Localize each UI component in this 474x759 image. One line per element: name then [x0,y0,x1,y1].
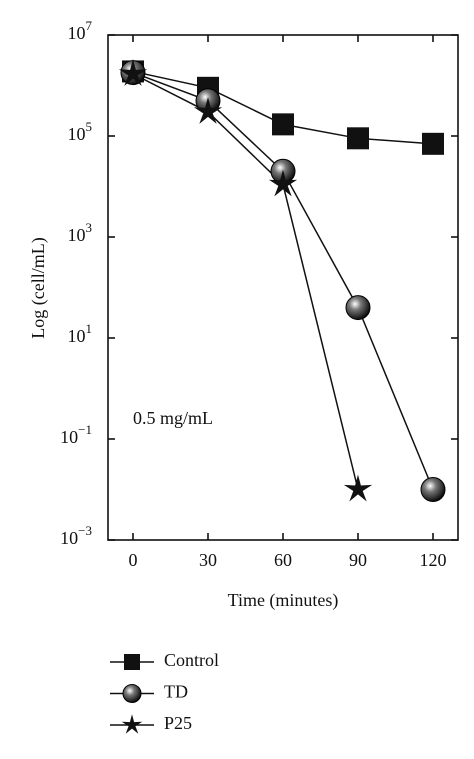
legend-label: Control [164,650,219,670]
y-tick-label: 105 [68,119,93,144]
marker-sphere [345,295,371,321]
plot-frame [107,34,459,541]
y-tick-exponent: 3 [86,220,93,235]
marker-star [193,97,223,124]
x-tick-label: 120 [420,550,447,570]
x-tick-label: 60 [274,550,292,570]
x-tick-label: 90 [349,550,367,570]
y-tick-label: 10−3 [60,523,92,548]
marker-star [343,474,373,502]
marker-star [268,169,298,197]
y-tick-base: 10 [60,427,78,447]
y-tick-exponent: −3 [78,523,92,538]
y-tick-exponent: 1 [86,321,93,336]
y-tick-label: 10−1 [60,422,92,447]
marker-star [121,714,143,734]
marker-square [124,654,140,670]
y-tick-exponent: −1 [78,422,92,437]
y-tick-base: 10 [68,23,86,43]
y-tick-base: 10 [68,326,86,346]
y-tick-exponent: 7 [86,18,93,33]
marker-square [272,113,294,136]
series-line [132,73,359,490]
x-tick-label: 30 [199,550,217,570]
x-tick-label: 0 [129,550,138,570]
y-tick-base: 10 [68,225,86,245]
marker-square [422,132,444,155]
y-axis-label: Log (cell/mL) [28,237,49,338]
legend-label: TD [164,682,188,702]
y-tick-label: 107 [68,18,93,43]
marker-square [347,127,369,150]
marker-sphere [122,684,142,703]
y-tick-base: 10 [68,124,86,144]
y-tick-exponent: 5 [86,119,93,134]
marker-sphere [420,477,446,502]
legend-label: P25 [164,713,192,733]
x-axis-label: Time (minutes) [228,590,339,611]
y-tick-base: 10 [60,528,78,548]
y-tick-label: 101 [68,321,93,346]
y-tick-label: 103 [68,220,93,245]
marker-star [118,59,148,86]
annotation: 0.5 mg/mL [133,408,213,428]
